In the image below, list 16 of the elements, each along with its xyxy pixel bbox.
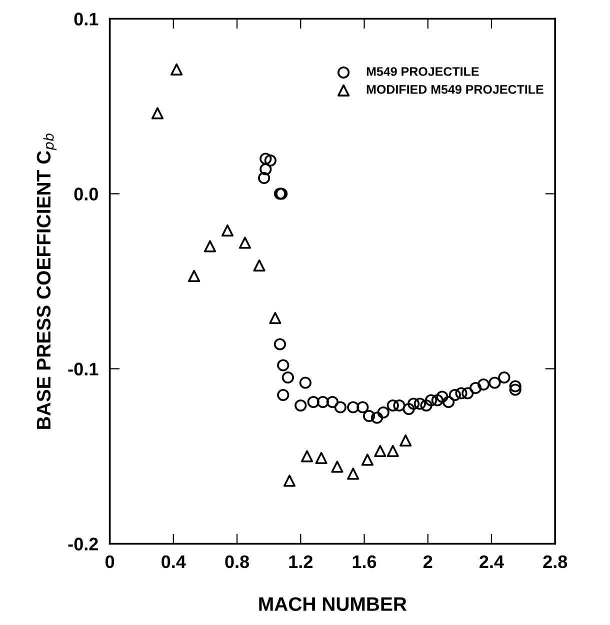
x-tick-label: 1.2 [289,555,312,568]
x-tick-label: 2.8 [543,555,568,568]
y-tick-label: 0.0 [74,188,98,200]
x-tick-label: 0 [105,555,114,568]
y-tick-label: 0.1 [74,12,98,26]
x-axis-title: MACH NUMBER [259,597,407,611]
x-tick-label: 0.8 [225,555,250,568]
y-axis-title: BASE PRESS COEFFICIENT C$_{pb}$ [36,134,56,429]
y-tick-label: -0.1 [68,362,98,376]
y-tick-label: -0.2 [68,538,98,550]
x-tick-label: 2 [423,555,432,568]
x-tick-label: 2.4 [480,555,504,568]
x-tick-label: 0.4 [162,555,186,568]
legend-label: MODIFIED M549 PROJECTILE [366,84,544,94]
x-tick-label: 1.6 [352,555,376,568]
legend-label: M549 PROJECTILE [366,67,479,76]
